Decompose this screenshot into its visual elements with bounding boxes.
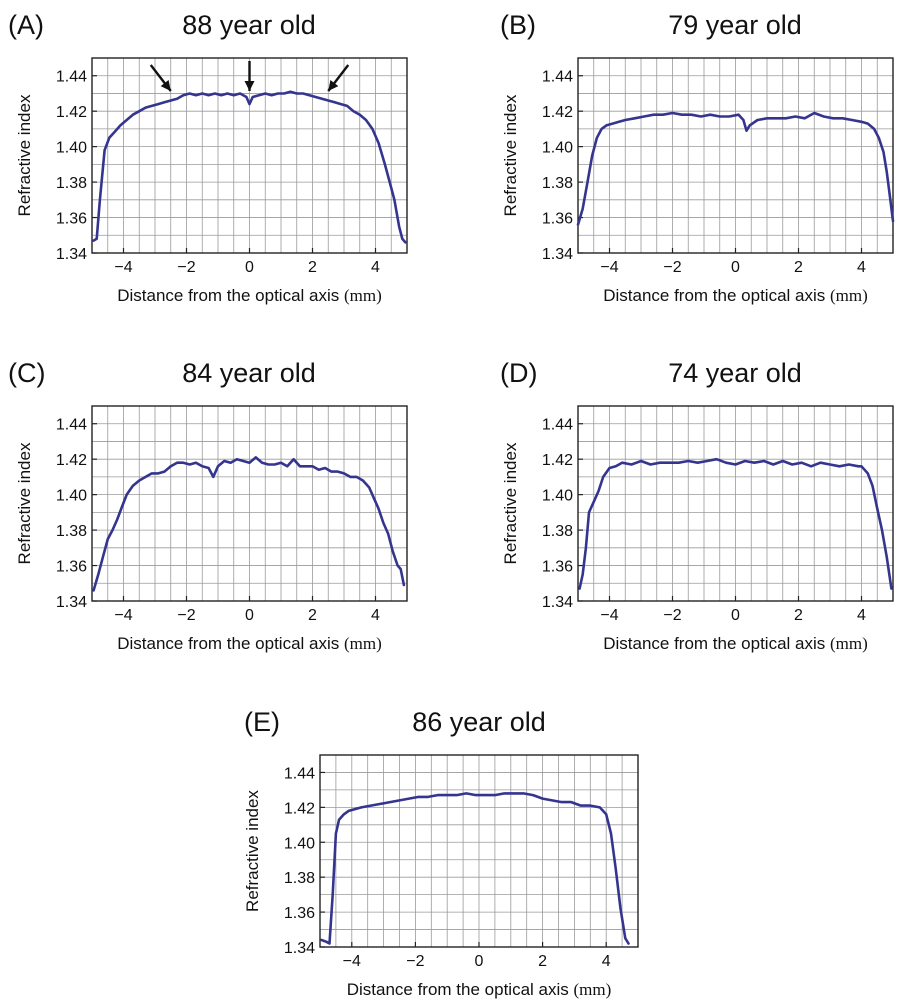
grid bbox=[91, 405, 408, 602]
chart-panel: (E) 86 year old −4 −2 0 2 4 1.34 1.36 1.38 1.40 1.4… bbox=[243, 707, 639, 999]
y-tick-label: 1.36 bbox=[284, 905, 315, 922]
x-axis-label: Distance from the optical axis (mm) bbox=[603, 286, 868, 305]
y-axis-label: Refractive index bbox=[15, 442, 34, 564]
panel-label: (D) bbox=[500, 358, 537, 388]
x-tick-label: 2 bbox=[794, 607, 803, 624]
arrow-icon bbox=[149, 64, 172, 92]
x-tick-label: −4 bbox=[600, 259, 618, 276]
x-tick-label: −2 bbox=[177, 607, 195, 624]
x-tick-label: −2 bbox=[663, 607, 681, 624]
x-tick-label: −2 bbox=[177, 259, 195, 276]
x-axis-label: Distance from the optical axis (mm) bbox=[117, 634, 382, 653]
x-tick-label: −4 bbox=[343, 953, 361, 970]
panel-label: (B) bbox=[500, 10, 536, 40]
x-tick-label: 0 bbox=[245, 607, 254, 624]
y-tick-label: 1.34 bbox=[542, 246, 573, 263]
panel-label: (E) bbox=[244, 707, 280, 737]
y-tick-label: 1.42 bbox=[284, 800, 315, 817]
y-tick-label: 1.38 bbox=[542, 523, 573, 540]
x-tick-label: 4 bbox=[602, 953, 611, 970]
y-tick-label: 1.34 bbox=[56, 594, 87, 611]
y-tick-label: 1.38 bbox=[56, 175, 87, 192]
y-tick-label: 1.34 bbox=[284, 940, 315, 957]
x-tick-label: −2 bbox=[406, 953, 424, 970]
series-line bbox=[92, 456, 406, 592]
x-tick-label: 0 bbox=[245, 259, 254, 276]
y-tick-label: 1.44 bbox=[56, 69, 87, 86]
grid bbox=[577, 57, 894, 254]
series-line bbox=[576, 111, 895, 226]
y-tick-label: 1.36 bbox=[542, 559, 573, 576]
y-tick-label: 1.44 bbox=[542, 69, 573, 86]
x-tick-label: −2 bbox=[663, 259, 681, 276]
x-tick-label: 0 bbox=[731, 259, 740, 276]
arrow-icon bbox=[327, 64, 350, 92]
y-tick-label: 1.40 bbox=[56, 140, 87, 157]
chart-title: 86 year old bbox=[412, 707, 546, 737]
x-tick-label: 2 bbox=[308, 259, 317, 276]
grid bbox=[577, 405, 894, 602]
y-tick-label: 1.40 bbox=[542, 140, 573, 157]
y-tick-label: 1.42 bbox=[56, 104, 87, 121]
y-axis-label: Refractive index bbox=[15, 94, 34, 216]
x-tick-label: 4 bbox=[857, 607, 866, 624]
chart-title: 74 year old bbox=[668, 358, 802, 388]
y-tick-label: 1.34 bbox=[542, 594, 573, 611]
x-tick-label: 2 bbox=[538, 953, 547, 970]
y-tick-label: 1.42 bbox=[56, 452, 87, 469]
chart-panel: (B) 79 year old −4 −2 0 2 4 1.34 1.36 1.38 1.40 1.4… bbox=[500, 10, 895, 305]
arrow-icon bbox=[244, 61, 255, 91]
series-line bbox=[92, 90, 407, 244]
chart-panel: (D) 74 year old −4 −2 0 2 4 1.34 1.36 1.38 1.40 1.4… bbox=[500, 358, 894, 653]
panel-label: (C) bbox=[8, 358, 45, 388]
x-tick-label: −4 bbox=[114, 259, 132, 276]
x-tick-label: −4 bbox=[600, 607, 618, 624]
chart-title: 79 year old bbox=[668, 10, 802, 40]
y-tick-label: 1.34 bbox=[56, 246, 87, 263]
x-tick-label: 2 bbox=[794, 259, 803, 276]
y-tick-label: 1.38 bbox=[542, 175, 573, 192]
y-tick-label: 1.36 bbox=[56, 211, 87, 228]
y-tick-label: 1.36 bbox=[56, 559, 87, 576]
y-axis-label: Refractive index bbox=[501, 94, 520, 216]
x-axis-label: Distance from the optical axis (mm) bbox=[603, 634, 868, 653]
y-tick-label: 1.38 bbox=[56, 523, 87, 540]
chart-title: 88 year old bbox=[182, 10, 316, 40]
y-tick-label: 1.44 bbox=[284, 765, 315, 782]
x-tick-label: 0 bbox=[731, 607, 740, 624]
x-tick-label: 0 bbox=[475, 953, 484, 970]
y-axis-label: Refractive index bbox=[501, 442, 520, 564]
chart-panel: (A) 88 year old −4 −2 0 2 4 1.34 1.36 1.38 1.40 1.4… bbox=[8, 10, 408, 305]
x-tick-label: 4 bbox=[371, 259, 380, 276]
x-tick-label: 2 bbox=[308, 607, 317, 624]
series-line bbox=[320, 792, 630, 945]
y-axis-label: Refractive index bbox=[243, 790, 262, 912]
grid bbox=[319, 754, 639, 948]
x-tick-label: 4 bbox=[857, 259, 866, 276]
y-tick-label: 1.42 bbox=[542, 104, 573, 121]
y-tick-label: 1.40 bbox=[56, 488, 87, 505]
series-line bbox=[578, 457, 893, 590]
y-tick-label: 1.44 bbox=[56, 417, 87, 434]
x-axis-label: Distance from the optical axis (mm) bbox=[347, 980, 612, 999]
y-tick-label: 1.40 bbox=[542, 488, 573, 505]
x-tick-label: −4 bbox=[114, 607, 132, 624]
y-tick-label: 1.42 bbox=[542, 452, 573, 469]
chart-title: 84 year old bbox=[182, 358, 316, 388]
y-tick-label: 1.40 bbox=[284, 835, 315, 852]
y-tick-label: 1.36 bbox=[542, 211, 573, 228]
panel-label: (A) bbox=[8, 10, 44, 40]
x-tick-label: 4 bbox=[371, 607, 380, 624]
y-tick-label: 1.38 bbox=[284, 870, 315, 887]
x-axis-label: Distance from the optical axis (mm) bbox=[117, 286, 382, 305]
chart-panel: (C) 84 year old −4 −2 0 2 4 1.34 1.36 1.38 1.40 1.4… bbox=[8, 358, 408, 653]
y-tick-label: 1.44 bbox=[542, 417, 573, 434]
